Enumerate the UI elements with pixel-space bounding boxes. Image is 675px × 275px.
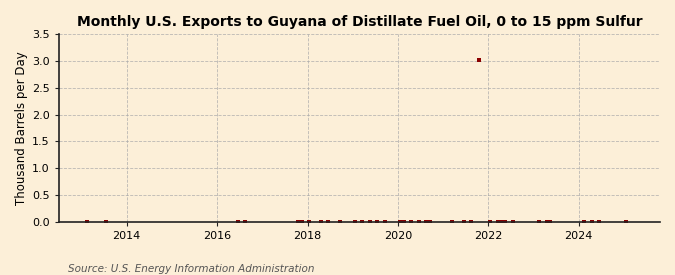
Text: Source: U.S. Energy Information Administration: Source: U.S. Energy Information Administ… bbox=[68, 264, 314, 274]
Title: Monthly U.S. Exports to Guyana of Distillate Fuel Oil, 0 to 15 ppm Sulfur: Monthly U.S. Exports to Guyana of Distil… bbox=[77, 15, 643, 29]
Y-axis label: Thousand Barrels per Day: Thousand Barrels per Day bbox=[15, 51, 28, 205]
